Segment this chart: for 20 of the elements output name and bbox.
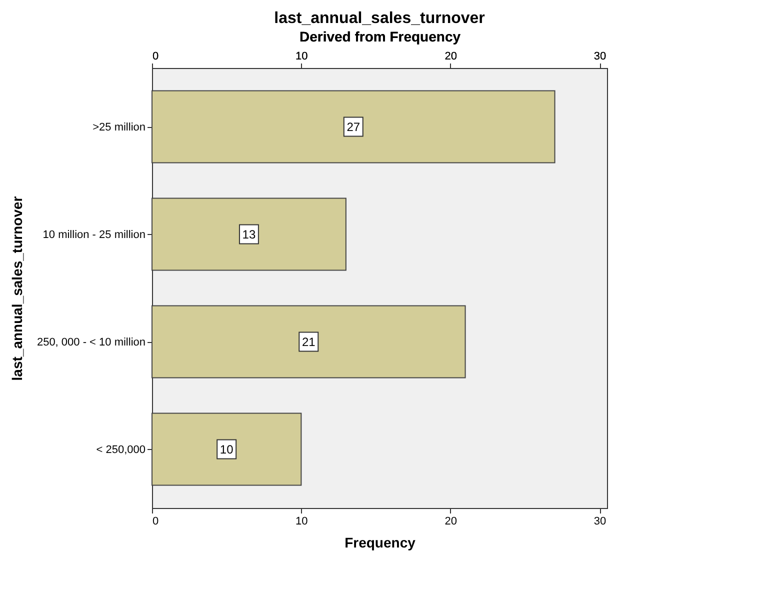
y-tick-label: 250, 000 - < 10 million (36, 336, 146, 348)
data-label: 10 (220, 442, 234, 456)
y-tick-label: 10 million - 25 million (42, 228, 146, 241)
x-tick-label: 20 (444, 50, 457, 62)
x2-tick-label: 0 (152, 516, 159, 528)
y-tick-label: >25 million (92, 121, 146, 134)
x-tick-label: 0 (152, 50, 159, 62)
data-label: 27 (346, 120, 360, 134)
y-tick-label: < 250,000 (96, 444, 146, 456)
x2-axis-title: Derived from Frequency (299, 28, 461, 44)
data-label: 13 (242, 227, 256, 242)
x2-tick-label: 30 (594, 516, 606, 528)
x2-tick-label: 10 (296, 516, 308, 528)
x-axis-title: Frequency (344, 534, 416, 550)
x-tick-label: 30 (594, 50, 606, 62)
data-label: 21 (302, 334, 316, 349)
x-tick-label: 10 (296, 50, 308, 62)
x2-tick-label: 20 (444, 516, 457, 528)
chart-title: last_annual_sales_turnover (274, 10, 485, 27)
y-axis-title: last_annual_sales_turnover (8, 196, 25, 381)
